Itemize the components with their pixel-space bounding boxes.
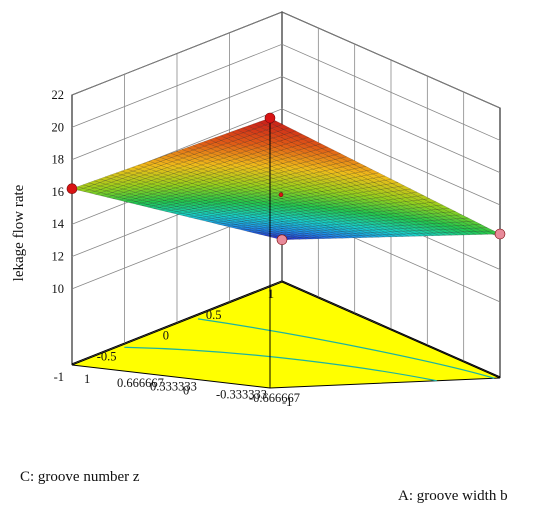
x-tick-label: 0	[183, 384, 189, 398]
z-tick-label: 12	[52, 250, 65, 264]
contour-line	[124, 346, 437, 382]
x-tick-label: 1	[84, 372, 90, 386]
response-surface	[71, 117, 501, 241]
design-point	[494, 228, 506, 240]
x-tick-label: -1	[282, 395, 292, 409]
y-tick-label: 0	[163, 329, 169, 343]
design-point	[66, 183, 78, 194]
tick-labels: 10121416182022-1-0.666667-0.33333300.333…	[52, 88, 301, 409]
x-tick-label: -0.333333	[216, 387, 267, 401]
x-tick-label: 0.666667	[117, 376, 164, 390]
design-point	[276, 234, 288, 246]
x-tick-label: 0.333333	[150, 380, 197, 394]
y-tick-label: -0.5	[97, 349, 117, 363]
design-point	[278, 192, 284, 197]
z-tick-label: 22	[52, 88, 65, 102]
z-tick-label: 10	[52, 282, 65, 296]
x-axis-label: A: groove width b	[398, 488, 508, 504]
y-tick-label: -1	[54, 370, 64, 384]
design-point	[264, 112, 276, 124]
z-tick-label: 18	[52, 153, 65, 167]
z-tick-label: 16	[52, 185, 65, 199]
y-tick-label: 1	[268, 287, 274, 301]
design-points	[66, 112, 506, 246]
z-tick-label: 14	[52, 217, 65, 231]
x-tick-label: -0.666667	[249, 391, 300, 405]
contour-line	[197, 318, 495, 379]
y-tick-label: 0.5	[206, 308, 222, 322]
y-axis-label: C: groove number z	[20, 469, 140, 485]
z-axis-label: lekage flow rate	[11, 184, 27, 281]
axis-frame	[71, 118, 501, 388]
z-tick-label: 20	[52, 120, 65, 134]
